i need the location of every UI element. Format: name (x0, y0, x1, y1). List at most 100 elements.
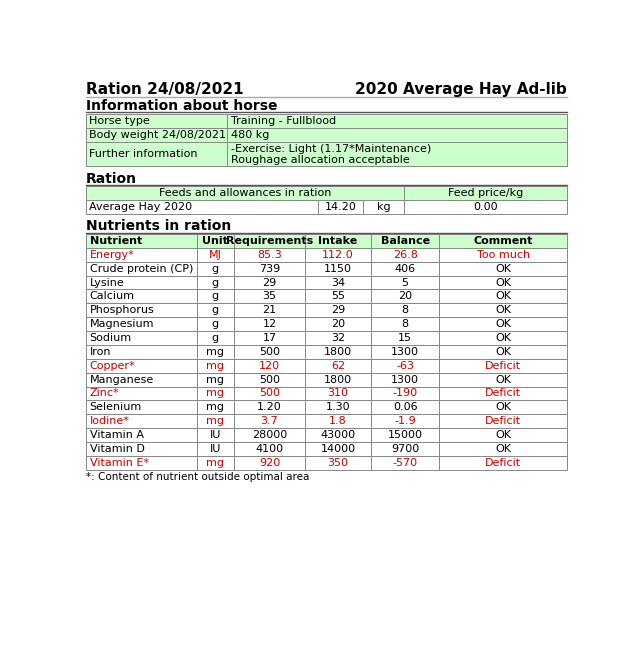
Text: 14.20: 14.20 (325, 202, 357, 212)
Bar (440, 386, 567, 400)
Bar (234, 248, 305, 261)
Text: Vitamin D: Vitamin D (90, 444, 145, 454)
Bar (197, 248, 234, 261)
Bar (440, 303, 567, 317)
Bar (197, 331, 234, 345)
Text: 0.00: 0.00 (473, 202, 497, 212)
Bar (86, 275, 197, 289)
Bar (305, 275, 371, 289)
Text: g: g (211, 333, 219, 343)
Text: 8: 8 (401, 305, 409, 315)
Text: 1.20: 1.20 (257, 402, 282, 412)
Text: Training - Fullblood: Training - Fullblood (231, 116, 336, 126)
Bar (86, 456, 197, 470)
Text: 1300: 1300 (391, 347, 419, 357)
Text: 739: 739 (259, 263, 280, 273)
Text: 1.30: 1.30 (326, 402, 350, 412)
Bar (305, 359, 371, 373)
Bar (234, 345, 305, 359)
Text: Ration 24/08/2021: Ration 24/08/2021 (86, 82, 243, 97)
Text: mg: mg (206, 416, 224, 426)
Bar (197, 234, 234, 248)
Bar (197, 261, 234, 275)
Text: 4100: 4100 (255, 444, 283, 454)
Bar (86, 186, 404, 200)
Text: 32: 32 (331, 333, 345, 343)
Bar (86, 345, 197, 359)
Text: 480 kg: 480 kg (231, 129, 269, 139)
Text: mg: mg (206, 458, 224, 468)
Text: 0.06: 0.06 (393, 402, 417, 412)
Text: 920: 920 (259, 458, 280, 468)
Text: -1.9: -1.9 (394, 416, 416, 426)
Bar (234, 289, 305, 303)
Bar (371, 386, 440, 400)
Text: OK: OK (495, 347, 511, 357)
Bar (440, 414, 567, 428)
Bar (305, 373, 371, 386)
Bar (371, 289, 440, 303)
Text: IU: IU (210, 430, 221, 440)
Bar (371, 275, 440, 289)
Text: -63: -63 (396, 361, 414, 371)
Bar (197, 386, 234, 400)
Bar (371, 456, 440, 470)
Text: 8: 8 (401, 319, 409, 329)
Bar (86, 400, 197, 414)
Text: Zinc*: Zinc* (90, 388, 119, 398)
Text: Magnesium: Magnesium (90, 319, 154, 329)
Text: OK: OK (495, 444, 511, 454)
Text: 1800: 1800 (324, 347, 352, 357)
Bar (86, 373, 197, 386)
Text: g: g (211, 291, 219, 301)
Text: 9700: 9700 (391, 444, 419, 454)
Bar (305, 414, 371, 428)
Text: 34: 34 (331, 277, 345, 287)
Text: 500: 500 (259, 388, 280, 398)
Text: Deficit: Deficit (485, 388, 521, 398)
Text: Too much: Too much (476, 250, 530, 260)
Bar (86, 141, 567, 166)
Bar (371, 359, 440, 373)
Text: 5: 5 (401, 277, 408, 287)
Bar (440, 359, 567, 373)
Bar (440, 317, 567, 331)
Text: mg: mg (206, 361, 224, 371)
Text: 29: 29 (262, 277, 276, 287)
Bar (227, 141, 567, 166)
Bar (86, 359, 197, 373)
Bar (86, 289, 197, 303)
Bar (86, 261, 197, 275)
Bar (305, 331, 371, 345)
Bar (305, 317, 371, 331)
Bar (86, 331, 197, 345)
Bar (227, 114, 567, 128)
Text: 1.8: 1.8 (329, 416, 347, 426)
Text: Body weight 24/08/2021: Body weight 24/08/2021 (89, 129, 226, 139)
Text: 1800: 1800 (324, 375, 352, 385)
Bar (86, 386, 197, 400)
Bar (234, 331, 305, 345)
Bar (197, 345, 234, 359)
Text: 406: 406 (394, 263, 416, 273)
Bar (305, 428, 371, 442)
Bar (371, 345, 440, 359)
Bar (305, 234, 371, 248)
Bar (86, 248, 197, 261)
Bar (305, 261, 371, 275)
Bar (86, 442, 197, 456)
Bar (86, 317, 197, 331)
Text: OK: OK (495, 291, 511, 301)
Bar (363, 200, 404, 214)
Bar (197, 414, 234, 428)
Text: Intake: Intake (318, 236, 358, 246)
Text: Sodium: Sodium (90, 333, 132, 343)
Bar (234, 456, 305, 470)
Text: 35: 35 (262, 291, 276, 301)
Bar (371, 248, 440, 261)
Bar (234, 275, 305, 289)
Bar (305, 442, 371, 456)
Bar (227, 128, 567, 141)
Bar (234, 303, 305, 317)
Bar (197, 442, 234, 456)
